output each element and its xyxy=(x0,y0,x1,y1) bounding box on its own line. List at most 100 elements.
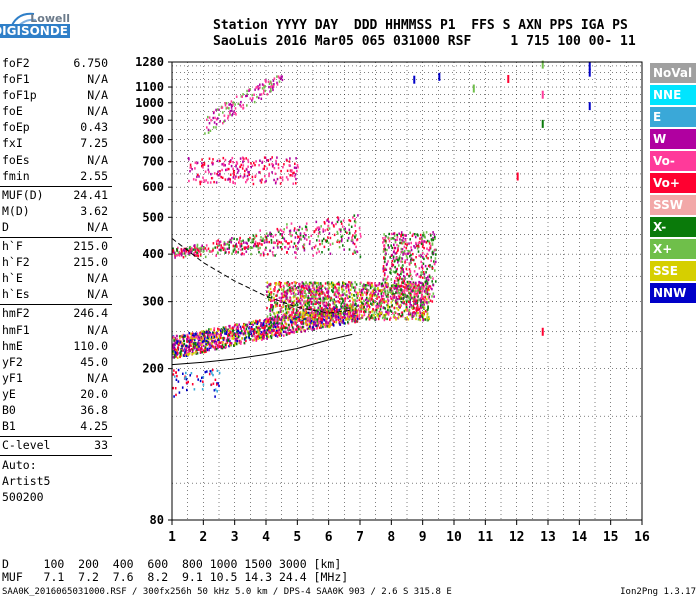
echo-point xyxy=(346,317,349,320)
echo-point xyxy=(174,387,177,390)
echo-point xyxy=(426,247,428,250)
echo-point xyxy=(396,243,398,247)
echo-point xyxy=(241,331,243,335)
param-value: 24.41 xyxy=(73,187,108,202)
echo-point xyxy=(408,287,410,291)
echo-point xyxy=(271,304,273,307)
echo-point xyxy=(306,327,309,331)
echo-point xyxy=(278,288,280,291)
echo-point xyxy=(344,299,346,303)
echo-point xyxy=(228,111,231,114)
echo-point xyxy=(310,300,313,304)
echo-point xyxy=(288,325,291,329)
echo-point xyxy=(172,373,175,376)
echo-point xyxy=(238,323,240,326)
echo-point xyxy=(215,118,218,121)
echo-point xyxy=(393,296,395,299)
echo-point xyxy=(383,277,386,281)
echo-point xyxy=(407,282,409,285)
echo-point xyxy=(290,320,292,324)
echo-point xyxy=(287,311,290,314)
echo-point xyxy=(280,330,282,333)
chart-frame xyxy=(171,61,643,521)
echo-point xyxy=(405,254,408,258)
echo-point xyxy=(245,336,248,339)
echo-point xyxy=(371,310,373,313)
echo-point xyxy=(375,284,378,287)
echo-point xyxy=(246,168,248,171)
echo-point xyxy=(264,79,267,82)
echo-point xyxy=(261,338,263,341)
echo-point xyxy=(296,296,299,300)
echo-point xyxy=(280,324,283,328)
echo-point xyxy=(419,314,421,318)
echo-point xyxy=(181,347,184,350)
echo-point xyxy=(424,298,426,302)
echo-point xyxy=(411,282,413,286)
echo-point xyxy=(196,251,198,254)
echo-point xyxy=(377,283,380,287)
echo-point xyxy=(384,248,386,251)
echo-point xyxy=(410,289,413,293)
echo-point xyxy=(297,235,300,239)
echo-point xyxy=(239,157,242,160)
echo-point xyxy=(345,287,347,290)
echo-point xyxy=(337,316,340,319)
echo-point xyxy=(232,329,235,332)
echo-point xyxy=(303,294,306,298)
param-value: 110.0 xyxy=(73,338,108,353)
echo-point xyxy=(213,329,215,332)
echo-point xyxy=(222,248,225,251)
echo-point xyxy=(260,97,263,100)
echo-point xyxy=(426,288,429,291)
echo-point xyxy=(252,330,255,333)
echo-point xyxy=(331,307,334,310)
echo-point xyxy=(331,312,333,316)
echo-point xyxy=(293,171,295,174)
echo-point xyxy=(338,228,341,231)
echo-point xyxy=(202,380,204,383)
echo-point xyxy=(318,231,321,234)
echo-point xyxy=(355,309,358,312)
echo-point xyxy=(275,329,278,333)
echo-point xyxy=(354,230,357,233)
echo-point xyxy=(341,316,344,319)
echo-point xyxy=(285,322,287,326)
echo-point xyxy=(224,327,226,331)
echo-point xyxy=(418,316,421,320)
echo-point xyxy=(219,120,221,123)
echo-point xyxy=(342,288,345,292)
echo-point xyxy=(219,240,221,244)
echo-point xyxy=(411,314,414,318)
echo-point xyxy=(279,233,282,236)
echo-point xyxy=(318,239,321,242)
echo-point xyxy=(283,239,286,242)
echo-point xyxy=(282,284,285,288)
echo-point xyxy=(426,256,428,259)
echo-point xyxy=(357,294,359,298)
echo-point xyxy=(319,302,322,305)
echo-point xyxy=(434,257,437,260)
echo-point xyxy=(419,290,422,293)
echo-point xyxy=(415,299,418,302)
echo-point xyxy=(419,233,422,237)
echo-point xyxy=(180,252,183,256)
echo-point xyxy=(284,312,286,316)
echo-point xyxy=(352,286,355,289)
echo-point xyxy=(251,164,254,167)
echo-point xyxy=(196,352,199,355)
echo-point xyxy=(313,306,316,309)
echo-point xyxy=(294,303,296,307)
echo-point xyxy=(395,297,398,301)
echo-point xyxy=(226,341,229,344)
echo-point xyxy=(175,355,177,358)
echo-point xyxy=(290,292,293,295)
echo-point xyxy=(216,336,219,340)
param-value: 33 xyxy=(94,438,108,453)
echo-point xyxy=(333,308,335,311)
echo-point xyxy=(181,342,184,345)
echo-point xyxy=(427,264,430,268)
echo-point xyxy=(212,382,215,385)
echo-point xyxy=(348,313,350,316)
